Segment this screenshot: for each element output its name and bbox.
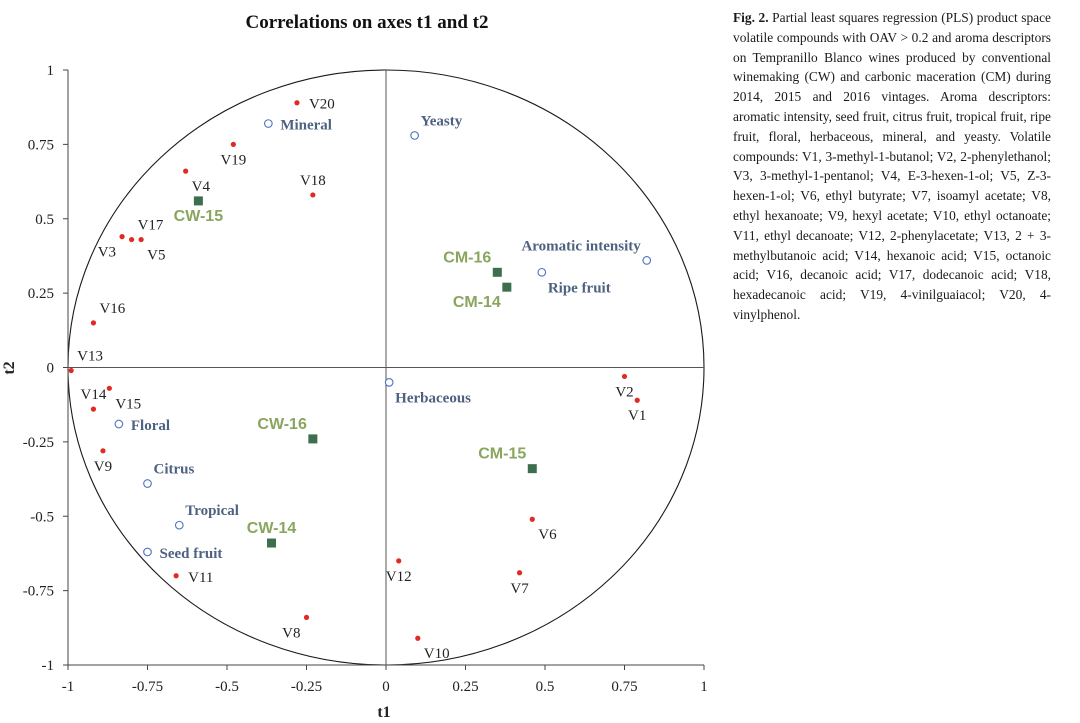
series-wine-samples: CW-15 CM-16 CM-14 CW-16 CM-15 CW-14 (174, 196, 537, 548)
label-v6: V6 (538, 527, 557, 543)
point-cw-15 (193, 196, 203, 206)
point-mineral (263, 119, 273, 128)
label-v17: V17 (138, 218, 164, 234)
point-v1 (634, 397, 640, 403)
point-cm-14 (502, 282, 512, 292)
point-ripe-fruit (537, 267, 547, 277)
point-v15 (106, 385, 112, 391)
label-v9: V9 (94, 459, 112, 475)
label-tropical: Tropical (185, 503, 239, 519)
y-tick-label: -0.5 (30, 509, 54, 525)
y-axis-label: t2 (1, 361, 18, 374)
x-tick-label: 1 (700, 679, 708, 695)
label-seed-fruit: Seed fruit (160, 546, 223, 562)
x-tick-label: 0.75 (611, 679, 637, 695)
point-v5 (138, 236, 144, 243)
x-tick-label: 0 (382, 679, 390, 695)
y-tick-label: 0.75 (28, 137, 54, 153)
point-seed-fruit (143, 547, 152, 557)
point-v8 (303, 614, 310, 621)
label-mineral: Mineral (280, 118, 332, 134)
label-v12: V12 (386, 569, 412, 585)
y-tick-label: -0.75 (23, 584, 54, 600)
label-v4: V4 (192, 179, 211, 195)
x-tick-label: -1 (62, 679, 75, 695)
point-aromatic-intensity (642, 256, 652, 265)
point-floral (114, 419, 124, 429)
point-v19 (230, 141, 236, 147)
y-tick-label: -1 (42, 658, 55, 674)
point-v20 (294, 100, 300, 106)
caption-text: Partial least squares regression (PLS) p… (733, 10, 1051, 322)
label-v1: V1 (628, 408, 646, 424)
y-tick-label: 1 (47, 63, 55, 79)
point-tropical (174, 520, 184, 530)
label-cw-15: CW-15 (174, 208, 224, 225)
y-tick-label: 0.25 (28, 286, 54, 302)
label-v3: V3 (98, 245, 116, 261)
point-citrus (143, 479, 152, 488)
label-herbaceous: Herbaceous (395, 390, 471, 406)
label-v8: V8 (282, 625, 300, 641)
y-tick-label: 0.5 (35, 212, 54, 228)
x-tick-label: 0.5 (536, 679, 555, 695)
label-cm-15: CM-15 (478, 446, 526, 463)
point-v2 (621, 373, 628, 380)
point-v12 (396, 558, 402, 564)
plot-area: -1 -0.75 -0.5 -0.25 0 0.25 0.5 0.75 1 1 0.75 0.5 0.2… (23, 63, 708, 695)
point-v9 (100, 448, 106, 454)
point-v14 (90, 406, 97, 412)
label-v2: V2 (615, 384, 633, 400)
point-v4 (183, 168, 189, 174)
point-herbaceous (384, 378, 394, 387)
label-ripe-fruit: Ripe fruit (548, 280, 611, 296)
figure-caption: Fig. 2. Partial least squares regression… (733, 8, 1051, 325)
point-v7 (516, 570, 523, 576)
label-v10: V10 (424, 646, 450, 662)
point-cw-14 (267, 538, 277, 548)
label-v20: V20 (309, 97, 335, 113)
x-tick-label: -0.75 (132, 679, 163, 695)
label-citrus: Citrus (154, 462, 195, 478)
point-v18 (310, 192, 316, 198)
y-tick-label: 0 (47, 361, 55, 377)
label-v16: V16 (99, 301, 125, 317)
caption-label: Fig. 2. (733, 10, 769, 25)
label-cm-16: CM-16 (443, 249, 491, 266)
label-cw-16: CW-16 (257, 416, 307, 433)
series-aroma-descriptors: Yeasty Mineral Aromatic intensity Ripe frui… (114, 113, 652, 562)
point-v17 (129, 236, 135, 243)
label-cm-14: CM-14 (453, 294, 501, 311)
label-v7: V7 (510, 581, 529, 597)
pls-correlation-chart: Correlations on axes t1 and t2 -1 -0.75 -0… (1, 12, 708, 721)
x-tick-label: 0.25 (452, 679, 478, 695)
point-v11 (173, 573, 179, 579)
point-v3 (119, 234, 125, 240)
label-v18: V18 (300, 173, 326, 189)
label-v13: V13 (77, 348, 103, 364)
point-cw-16 (308, 434, 318, 444)
label-v15: V15 (115, 396, 141, 412)
point-v13 (68, 367, 74, 374)
point-cm-16 (492, 267, 502, 277)
point-cm-15 (527, 464, 537, 474)
x-tick-label: -0.25 (291, 679, 322, 695)
label-v5: V5 (147, 248, 165, 264)
x-tick-label: -0.5 (215, 679, 239, 695)
x-axis-label: t1 (377, 704, 390, 721)
point-v10 (415, 635, 421, 641)
point-yeasty (410, 131, 419, 140)
series-volatile-compounds: V1 V2 V3 V4 V5 V6 V7 V8 V9 V10 V11 V12 V13 V14 V15 V16 V… (68, 97, 646, 662)
y-tick-label: -0.25 (23, 435, 54, 451)
label-floral: Floral (131, 418, 170, 434)
label-yeasty: Yeasty (421, 113, 463, 129)
point-v16 (90, 320, 97, 326)
label-v14: V14 (81, 387, 107, 403)
label-aromatic-intensity: Aromatic intensity (521, 238, 641, 254)
point-v6 (529, 516, 535, 522)
label-cw-14: CW-14 (247, 520, 297, 537)
label-v11: V11 (188, 570, 213, 586)
chart-title: Correlations on axes t1 and t2 (246, 12, 489, 33)
label-v19: V19 (220, 152, 246, 168)
